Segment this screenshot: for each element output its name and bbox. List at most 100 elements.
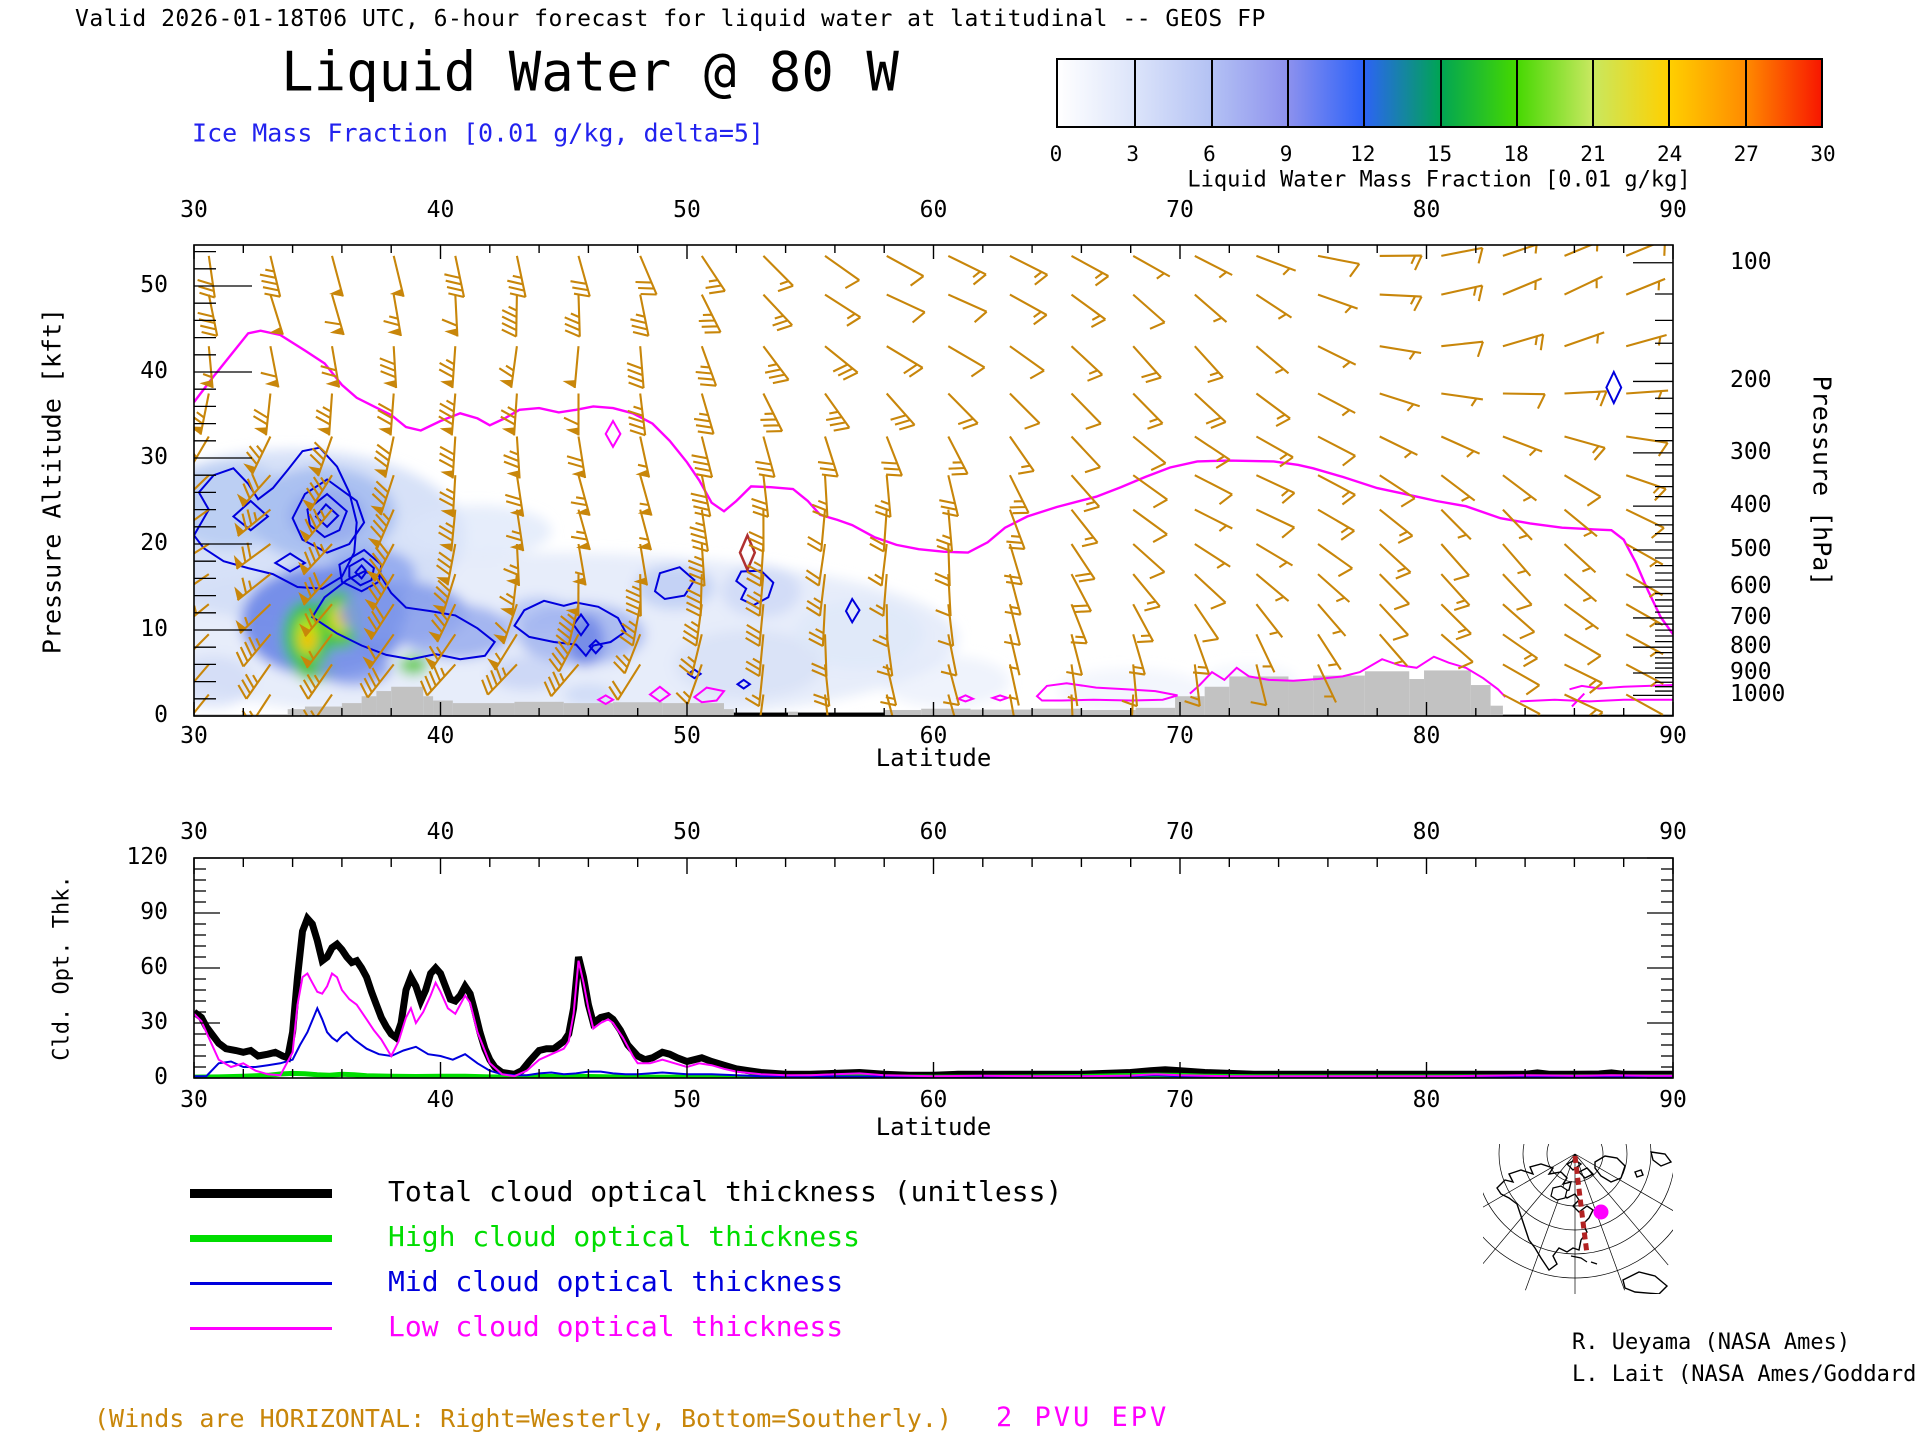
hpa-tick-label: 600: [1730, 573, 1772, 599]
colorbar-tick-label: 6: [1203, 142, 1216, 166]
axis-label-cloud-optical-thickness: Cld. Opt. Thk.: [49, 875, 75, 1061]
main-top-lat-label: 60: [919, 197, 948, 223]
lower-bottom-lat-label: 40: [426, 1087, 455, 1113]
colorbar-tick-label: 3: [1126, 142, 1140, 166]
legend-line-high: [190, 1234, 332, 1242]
cot-tick-label: 60: [140, 954, 168, 980]
cot-tick-label: 120: [126, 844, 168, 870]
credit-line-1: R. Ueyama (NASA Ames): [1572, 1330, 1851, 1355]
lower-bottom-lat-label: 30: [180, 1087, 208, 1113]
hpa-tick-label: 900: [1730, 659, 1772, 685]
ice-mass-fraction-contours: [194, 369, 1623, 690]
axis-label-pressure-altitude: Pressure Altitude [kft]: [37, 307, 67, 654]
colorbar-tick-label: 30: [1810, 142, 1836, 166]
colorbar-tick-label: 9: [1279, 142, 1293, 166]
lower-top-lat-label: 30: [180, 819, 208, 845]
legend-label-high: High cloud optical thickness: [388, 1220, 861, 1253]
colorbar-tick-label: 15: [1426, 142, 1453, 166]
main-top-lat-label: 30: [180, 197, 208, 223]
lower-top-lat-label: 80: [1412, 819, 1441, 845]
colorbar: [1056, 58, 1823, 128]
footnote-epv: 2 PVU EPV: [996, 1402, 1170, 1433]
lower-bottom-lat-label: 80: [1412, 1087, 1441, 1113]
kft-tick-label: 0: [154, 702, 168, 728]
main-bottom-lat-label: 40: [426, 723, 455, 749]
lower-bottom-lat-label: 50: [673, 1087, 701, 1113]
hpa-tick-label: 300: [1730, 438, 1772, 465]
lower-top-lat-label: 60: [919, 819, 948, 845]
colorbar-tick-label: 18: [1503, 142, 1529, 166]
main-bottom-lat-label: 90: [1659, 723, 1687, 749]
hpa-tick-label: 1000: [1730, 681, 1786, 708]
main-bottom-lat-label: 50: [673, 723, 701, 749]
main-top-lat-label: 40: [426, 197, 455, 223]
axis-label-pressure-hpa: Pressure [hPa]: [1807, 375, 1837, 586]
legend-label-low: Low cloud optical thickness: [388, 1310, 844, 1343]
lower-top-lat-label: 90: [1659, 819, 1687, 845]
main-top-lat-label: 70: [1166, 197, 1194, 223]
kft-tick-label: 50: [140, 272, 168, 298]
subtitle-ice-mass-fraction: Ice Mass Fraction [0.01 g/kg, delta=5]: [192, 118, 764, 148]
main-bottom-lat-label: 70: [1166, 723, 1194, 749]
kft-tick-label: 10: [140, 616, 168, 642]
map-coastlines: [1496, 1151, 1673, 1294]
liquid-water-shading: [194, 449, 1299, 716]
hpa-tick-label: 400: [1730, 492, 1772, 519]
cot-tick-label: 90: [140, 899, 168, 925]
colorbar-divider: [1286, 60, 1289, 126]
legend-label-mid: Mid cloud optical thickness: [388, 1265, 844, 1298]
legend-line-mid: [190, 1281, 332, 1285]
series-low: [194, 960, 1673, 1078]
lower-bottom-lat-label: 90: [1659, 1087, 1687, 1113]
colorbar-divider: [1668, 60, 1671, 126]
footnote-winds: (Winds are HORIZONTAL: Right=Westerly, B…: [94, 1404, 952, 1433]
legend-line-low: [190, 1326, 332, 1330]
lower-bottom-lat-label: 60: [919, 1087, 948, 1113]
main-top-lat-label: 80: [1412, 197, 1441, 223]
cot-tick-label: 30: [140, 1009, 168, 1035]
hpa-tick-label: 100: [1730, 248, 1772, 275]
main-top-lat-label: 50: [673, 197, 701, 223]
main-top-lat-label: 90: [1659, 197, 1687, 223]
page-title: Liquid Water @ 80 W: [281, 40, 899, 104]
cot-tick-label: 0: [154, 1064, 168, 1090]
kft-tick-label: 40: [140, 358, 168, 384]
axis-label-latitude-lower: Latitude: [875, 1113, 992, 1141]
hpa-tick-label: 700: [1730, 603, 1772, 630]
colorbar-tick-label: 0: [1049, 142, 1063, 166]
colorbar-tick-label: 21: [1580, 142, 1606, 166]
header-title: Valid 2026-01-18T06 UTC, 6-hour forecast…: [75, 6, 1266, 32]
colorbar-divider: [1363, 60, 1366, 126]
main-bottom-lat-label: 30: [180, 723, 208, 749]
legend-line-total: [190, 1188, 332, 1198]
lower-top-lat-label: 40: [426, 819, 455, 845]
colorbar-divider: [1210, 60, 1213, 126]
main-plot-axes: [193, 244, 1674, 717]
lower-top-lat-label: 70: [1166, 819, 1194, 845]
colorbar-tick-label: 27: [1733, 142, 1759, 166]
hpa-tick-label: 500: [1730, 536, 1772, 563]
colorbar-divider: [1592, 60, 1595, 126]
colorbar-divider: [1439, 60, 1442, 126]
map-station-dot: [1593, 1204, 1609, 1220]
main-bottom-lat-label: 60: [919, 723, 948, 749]
lower-bottom-lat-label: 70: [1166, 1087, 1194, 1113]
map-meridian-80w: [1572, 1155, 1590, 1255]
kft-tick-label: 20: [140, 530, 168, 556]
wind-barbs: [194, 245, 1669, 716]
colorbar-tick-label: 12: [1350, 142, 1376, 166]
hpa-tick-label: 800: [1730, 633, 1772, 660]
colorbar-divider: [1515, 60, 1518, 126]
hpa-tick-label: 200: [1730, 367, 1772, 394]
axis-label-latitude-main: Latitude: [875, 744, 992, 772]
main-bottom-lat-label: 80: [1412, 723, 1441, 749]
colorbar-divider: [1744, 60, 1747, 126]
lower-top-lat-label: 50: [673, 819, 701, 845]
colorbar-divider: [1134, 60, 1137, 126]
epv-contours: [194, 329, 1673, 708]
series-total: [194, 911, 1673, 1078]
terrain-profile: [194, 670, 1673, 716]
credit-line-2: L. Lait (NASA Ames/Goddard): [1572, 1362, 1920, 1387]
